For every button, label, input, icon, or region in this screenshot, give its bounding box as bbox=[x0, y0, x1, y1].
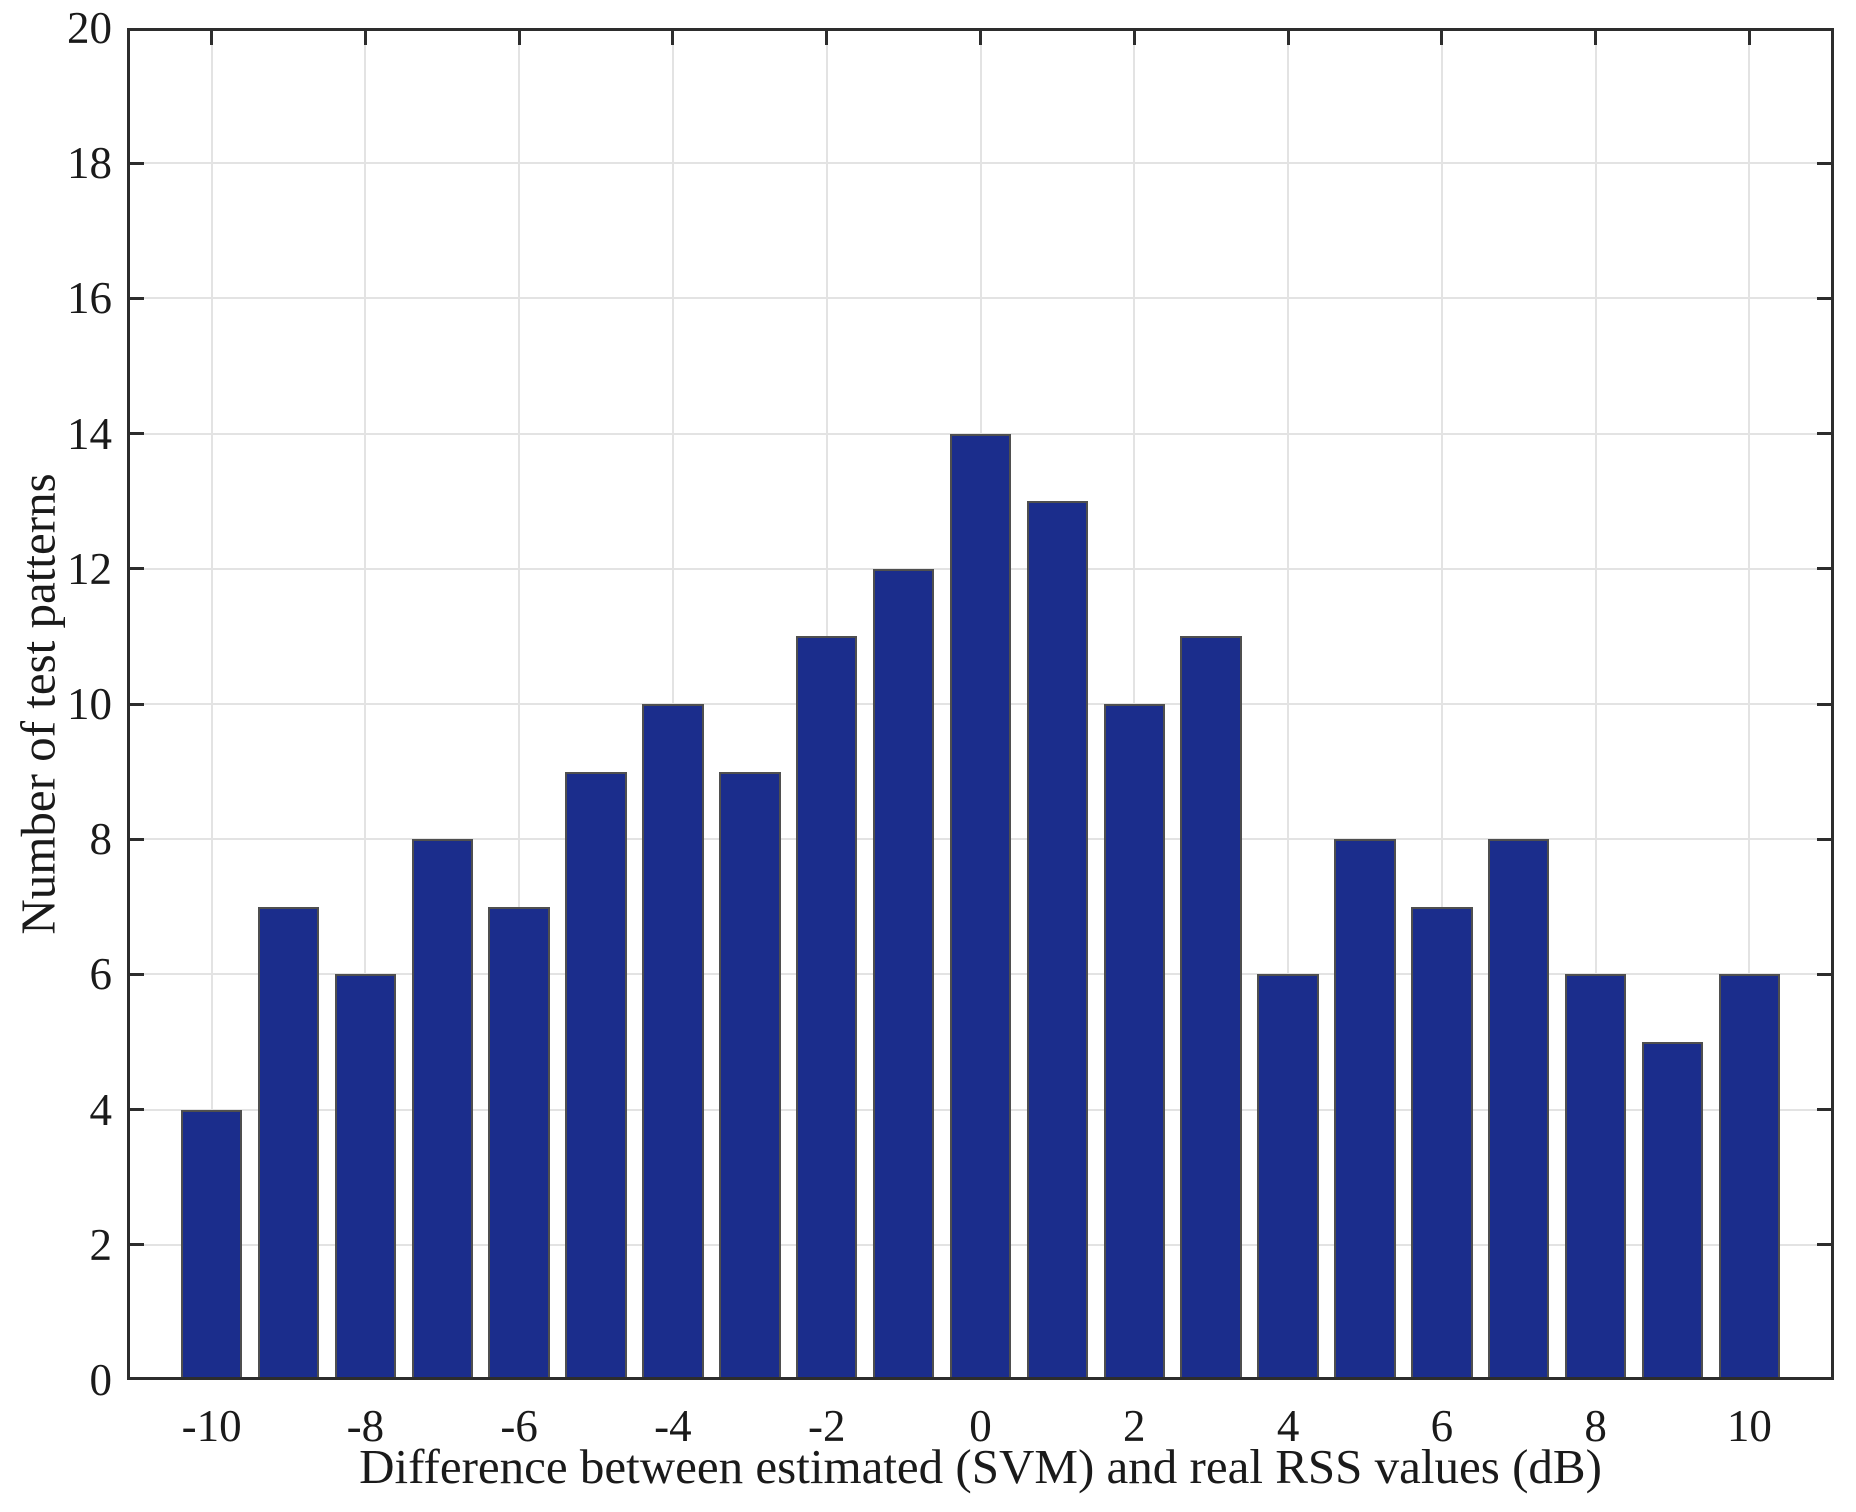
x-tick-mark-top bbox=[363, 28, 367, 45]
x-tick-label: 0 bbox=[969, 1401, 992, 1451]
bar bbox=[1180, 636, 1242, 1380]
y-tick-mark-left bbox=[127, 432, 144, 436]
y-tick-mark-right bbox=[1817, 972, 1834, 976]
x-tick-mark-top bbox=[1747, 28, 1751, 45]
x-gridline bbox=[364, 28, 367, 1380]
x-tick-label: 2 bbox=[1123, 1401, 1146, 1451]
x-gridline bbox=[518, 28, 521, 1380]
x-tick-label: -8 bbox=[346, 1401, 385, 1451]
bar bbox=[180, 1109, 243, 1380]
bar bbox=[257, 906, 320, 1380]
y-tick-label: 18 bbox=[67, 138, 112, 189]
y-tick-label: 4 bbox=[89, 1084, 113, 1135]
x-gridline bbox=[1594, 28, 1597, 1380]
x-tick-mark-top bbox=[1286, 28, 1290, 45]
bar bbox=[1026, 501, 1089, 1380]
y-tick-mark-left bbox=[127, 1108, 144, 1112]
y-tick-label: 6 bbox=[89, 949, 113, 1000]
bar bbox=[1718, 974, 1781, 1380]
x-tick-label: -2 bbox=[807, 1401, 846, 1451]
bar bbox=[488, 906, 550, 1380]
y-tick-label: 16 bbox=[67, 273, 112, 324]
x-gridline bbox=[1748, 28, 1751, 1380]
plot-area bbox=[127, 28, 1834, 1380]
y-tick-label: 8 bbox=[89, 814, 113, 865]
bar bbox=[719, 771, 781, 1380]
x-tick-mark-top bbox=[671, 28, 675, 45]
x-tick-mark-top bbox=[1594, 28, 1598, 45]
x-tick-label: 8 bbox=[1584, 1401, 1607, 1451]
y-tick-mark-left bbox=[127, 161, 144, 165]
bar bbox=[1103, 704, 1166, 1380]
bar bbox=[1564, 974, 1627, 1380]
x-tick-mark-top bbox=[825, 28, 829, 45]
y-tick-mark-right bbox=[1817, 1108, 1834, 1112]
y-tick-mark-right bbox=[1817, 837, 1834, 841]
bar bbox=[1257, 974, 1319, 1380]
x-tick-mark-top bbox=[1132, 28, 1136, 45]
x-tick-mark-top bbox=[517, 28, 521, 45]
y-tick-mark-right bbox=[1817, 296, 1834, 300]
bar bbox=[334, 974, 397, 1380]
y-tick-mark-right bbox=[1817, 1243, 1834, 1247]
y-tick-mark-right bbox=[1817, 161, 1834, 165]
x-tick-label: 10 bbox=[1726, 1401, 1772, 1451]
y-tick-mark-right bbox=[1817, 567, 1834, 571]
x-tick-label: 4 bbox=[1276, 1401, 1300, 1451]
bar bbox=[795, 636, 858, 1380]
y-tick-label: 20 bbox=[67, 3, 112, 53]
bar bbox=[1334, 839, 1396, 1380]
x-gridline bbox=[1287, 28, 1290, 1380]
bar bbox=[1411, 906, 1473, 1380]
y-tick-mark-left bbox=[127, 567, 144, 571]
x-tick-mark-top bbox=[1440, 28, 1444, 45]
y-tick-label: 14 bbox=[67, 408, 112, 459]
y-tick-mark-left bbox=[127, 1243, 144, 1247]
bar bbox=[872, 568, 935, 1380]
y-tick-label: 10 bbox=[67, 679, 112, 729]
y-tick-mark-right bbox=[1817, 432, 1834, 436]
x-gridline bbox=[210, 28, 213, 1380]
x-tick-label: -4 bbox=[654, 1401, 692, 1451]
y-tick-mark-left bbox=[127, 296, 144, 300]
x-axis-title: Difference between estimated (SVM) and r… bbox=[359, 1439, 1602, 1494]
x-gridline bbox=[1440, 28, 1443, 1380]
y-tick-label: 12 bbox=[67, 543, 112, 594]
x-tick-label: -10 bbox=[181, 1401, 242, 1451]
y-tick-label: 2 bbox=[89, 1219, 113, 1270]
bar bbox=[642, 704, 704, 1380]
x-tick-label: -6 bbox=[500, 1401, 538, 1451]
bar bbox=[411, 839, 473, 1380]
x-tick-label: 6 bbox=[1430, 1401, 1454, 1451]
x-tick-mark-top bbox=[210, 28, 214, 45]
y-tick-mark-left bbox=[127, 837, 144, 841]
bar bbox=[1641, 1042, 1704, 1380]
y-tick-label: 0 bbox=[89, 1355, 113, 1405]
bar bbox=[1487, 839, 1550, 1380]
bar bbox=[949, 433, 1012, 1380]
y-tick-mark-left bbox=[127, 972, 144, 976]
x-tick-mark-top bbox=[979, 28, 982, 45]
bar bbox=[565, 771, 627, 1380]
y-tick-mark-left bbox=[127, 702, 144, 706]
y-tick-mark-right bbox=[1817, 702, 1834, 706]
